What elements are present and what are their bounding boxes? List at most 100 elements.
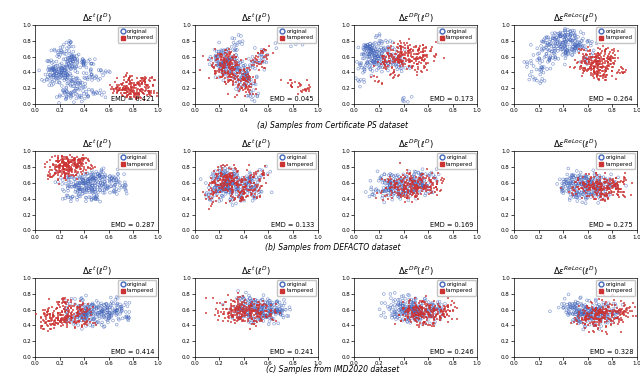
Point: [580, 188, 591, 194]
Point: [39, 318, 49, 324]
Point: [270, 310, 280, 316]
Point: [68, 317, 78, 323]
Point: [573, 313, 583, 319]
Point: [600, 51, 610, 57]
Point: [583, 307, 593, 313]
Point: [365, 67, 376, 73]
Point: [232, 303, 242, 309]
Point: [61, 305, 72, 311]
Point: [619, 311, 629, 317]
Point: [388, 178, 399, 184]
Point: [256, 317, 266, 323]
Point: [403, 99, 413, 105]
Point: [267, 316, 277, 322]
Point: [237, 298, 247, 304]
Point: [259, 302, 269, 308]
Point: [228, 62, 238, 69]
Point: [266, 310, 276, 316]
Point: [613, 192, 623, 198]
Point: [539, 37, 549, 43]
Point: [63, 168, 74, 174]
Point: [403, 291, 413, 298]
Point: [259, 313, 269, 319]
Point: [57, 154, 67, 160]
Point: [221, 171, 232, 177]
Point: [388, 298, 399, 304]
Point: [239, 303, 250, 309]
Point: [92, 298, 102, 304]
Point: [36, 322, 47, 329]
Point: [61, 313, 71, 319]
Point: [417, 166, 428, 172]
Point: [213, 171, 223, 177]
Point: [93, 189, 104, 195]
Point: [573, 309, 583, 315]
Point: [411, 186, 421, 192]
Point: [72, 164, 82, 170]
Point: [215, 183, 225, 190]
Point: [372, 79, 383, 85]
Point: [244, 176, 254, 182]
Point: [415, 184, 426, 190]
Point: [301, 87, 311, 93]
Point: [411, 303, 421, 309]
Point: [413, 47, 423, 53]
Point: [598, 310, 608, 316]
Point: [56, 67, 67, 74]
Point: [382, 183, 392, 189]
Point: [104, 310, 114, 316]
Point: [81, 182, 91, 188]
Point: [272, 298, 282, 304]
Point: [596, 185, 607, 191]
Point: [225, 174, 235, 180]
Point: [227, 173, 237, 179]
Point: [241, 88, 251, 95]
Point: [51, 75, 61, 81]
Point: [62, 77, 72, 83]
Point: [588, 179, 598, 185]
Point: [275, 312, 285, 318]
Point: [406, 304, 417, 311]
Point: [378, 188, 388, 194]
Point: [597, 308, 607, 314]
Point: [573, 47, 584, 53]
Legend: original, tampered: original, tampered: [437, 26, 476, 43]
Point: [604, 190, 614, 196]
Point: [558, 185, 568, 191]
Point: [424, 314, 435, 320]
Point: [247, 303, 257, 309]
Point: [392, 192, 403, 198]
Point: [589, 307, 600, 313]
Point: [396, 177, 406, 183]
Point: [600, 170, 611, 176]
Point: [55, 162, 65, 169]
Point: [403, 187, 413, 193]
Point: [216, 52, 227, 58]
Point: [363, 44, 373, 50]
Point: [360, 68, 370, 74]
Point: [50, 171, 60, 177]
Point: [235, 70, 245, 76]
Point: [68, 307, 78, 313]
Point: [237, 72, 248, 78]
Point: [428, 189, 438, 195]
Point: [598, 189, 609, 195]
Point: [580, 313, 591, 319]
Point: [232, 172, 242, 178]
Point: [410, 43, 420, 49]
Point: [61, 96, 71, 102]
Point: [60, 162, 70, 169]
Point: [374, 47, 384, 53]
Point: [564, 175, 575, 181]
Point: [63, 305, 73, 311]
Point: [259, 306, 269, 312]
Point: [216, 185, 226, 191]
Point: [593, 312, 603, 318]
Point: [417, 57, 428, 63]
Point: [420, 320, 431, 326]
Point: [248, 172, 259, 178]
Point: [600, 311, 610, 317]
Point: [248, 172, 258, 178]
Point: [300, 87, 310, 93]
Point: [378, 59, 388, 65]
